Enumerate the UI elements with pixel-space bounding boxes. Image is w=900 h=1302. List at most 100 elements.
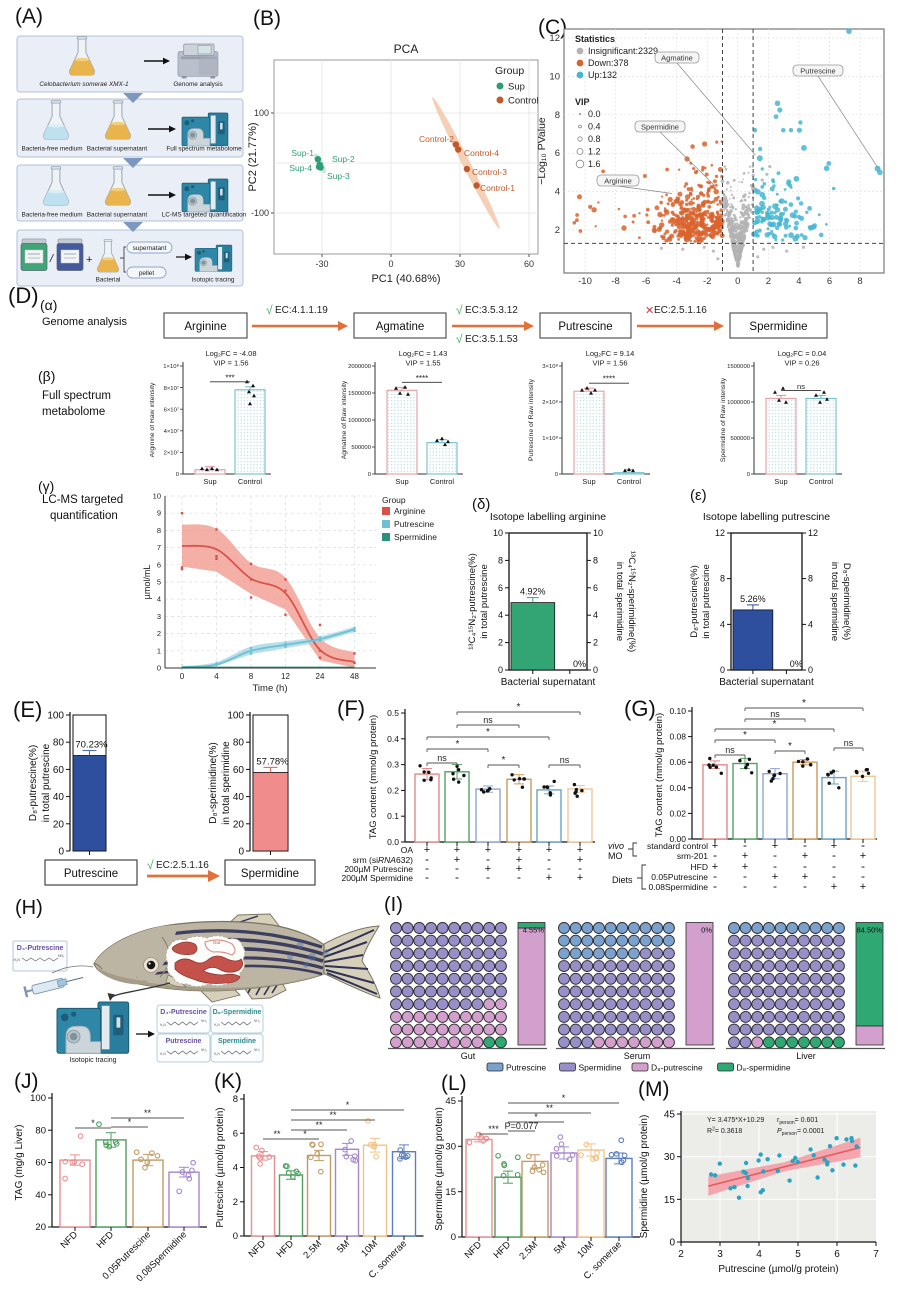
svg-text:Putrescine (µmol/g protein): Putrescine (µmol/g protein)	[718, 1264, 838, 1275]
svg-text:7: 7	[157, 543, 161, 552]
svg-text:6: 6	[827, 276, 832, 287]
svg-text:H₂N: H₂N	[160, 1023, 167, 1027]
svg-text:Isotopic tracing: Isotopic tracing	[69, 1057, 116, 1064]
svg-text:5: 5	[157, 578, 161, 587]
svg-text:**: **	[273, 1129, 281, 1139]
svg-text:NFD: NFD	[463, 1239, 485, 1261]
svg-text:EC:4.1.1.19: EC:4.1.1.19	[275, 305, 328, 316]
svg-text:-: -	[803, 879, 807, 893]
svg-text:0.5: 0.5	[387, 708, 399, 718]
svg-text:Isotope labelling putrescine: Isotope labelling putrescine	[703, 511, 830, 523]
svg-text:NFD: NFD	[59, 1229, 81, 1251]
svg-text:8×10⁷: 8×10⁷	[164, 385, 179, 392]
svg-text:Log₂FC = -4.08: Log₂FC = -4.08	[205, 349, 256, 358]
svg-text:Arginine: Arginine	[604, 177, 632, 186]
svg-text:40: 40	[233, 792, 245, 803]
svg-text:LC-MS targeted quantification: LC-MS targeted quantification	[162, 212, 247, 219]
svg-text:2: 2	[678, 1249, 684, 1260]
svg-text:HFD: HFD	[691, 862, 708, 872]
svg-text:PC1 (40.68%): PC1 (40.68%)	[371, 273, 440, 285]
svg-text:0: 0	[747, 472, 751, 478]
svg-text:Spermidine of Raw intensity: Spermidine of Raw intensity	[720, 377, 727, 462]
svg-text:Serum: Serum	[624, 1051, 651, 1061]
svg-text:EC:3.5.3.12: EC:3.5.3.12	[465, 305, 518, 316]
svg-text:0.00: 0.00	[669, 834, 686, 844]
svg-text:200µM Spermidine: 200µM Spermidine	[341, 873, 413, 883]
svg-text:-: -	[455, 861, 459, 875]
svg-text:Spermidine (µmol/g protein): Spermidine (µmol/g protein)	[639, 1115, 650, 1239]
svg-text:Sup: Sup	[582, 477, 595, 486]
svg-text:EC:3.5.1.53: EC:3.5.1.53	[465, 334, 518, 345]
svg-text:rperson= 0.601: rperson= 0.601	[777, 1117, 818, 1126]
svg-text:0%: 0%	[790, 659, 803, 669]
svg-text:0.08Spermidine: 0.08Spermidine	[648, 882, 708, 892]
svg-text:Spermidine: Spermidine	[579, 1063, 622, 1073]
svg-text:4: 4	[756, 1249, 762, 1260]
svg-text:-: -	[861, 838, 865, 852]
svg-text:HFD: HFD	[275, 1238, 297, 1260]
svg-text:Log₂FC = 9.14: Log₂FC = 9.14	[586, 349, 635, 358]
svg-text:Spermidine (µmol/g protein): Spermidine (µmol/g protein)	[435, 1107, 445, 1231]
svg-text:TAG (mg/g Liver): TAG (mg/g Liver)	[14, 1125, 25, 1201]
svg-text:standard control: standard control	[647, 841, 708, 851]
svg-text:D₈-putrescine(%): D₈-putrescine(%)	[689, 565, 700, 638]
svg-text:100: 100	[254, 108, 269, 118]
svg-text:0: 0	[180, 672, 185, 681]
svg-text:60: 60	[35, 1158, 46, 1169]
svg-text:0: 0	[735, 276, 740, 287]
svg-text:500000: 500000	[730, 436, 750, 442]
svg-text:2: 2	[498, 638, 503, 648]
svg-text:*: *	[788, 741, 792, 752]
svg-text:D₈-sperimidine(%): D₈-sperimidine(%)	[841, 563, 852, 640]
svg-text:20: 20	[35, 1222, 46, 1233]
svg-text:in total putrescine: in total putrescine	[701, 564, 712, 638]
svg-text:Putrescine: Putrescine	[558, 321, 612, 333]
svg-text:-: -	[773, 859, 777, 873]
svg-text:OA: OA	[401, 845, 414, 855]
svg-text:60: 60	[53, 765, 65, 776]
svg-text:-: -	[486, 870, 490, 884]
svg-text:**: **	[546, 1103, 554, 1113]
svg-text:0%: 0%	[701, 926, 712, 935]
svg-text:Spermidine: Spermidine	[749, 321, 807, 333]
svg-text:2×10⁸: 2×10⁸	[542, 399, 558, 406]
svg-text:-6: -6	[642, 276, 650, 287]
svg-text:✕: ✕	[645, 305, 654, 317]
svg-text:Putrescine of Raw intensity: Putrescine of Raw intensity	[528, 378, 535, 461]
svg-text:6: 6	[498, 583, 503, 593]
svg-text:EC:2.5.1.16: EC:2.5.1.16	[654, 305, 707, 316]
svg-text:80: 80	[35, 1126, 46, 1137]
svg-text:6: 6	[593, 583, 598, 593]
svg-text:4: 4	[233, 1163, 238, 1174]
svg-text:Control: Control	[238, 477, 263, 486]
svg-text:Celobacterium somerae XMX-1: Celobacterium somerae XMX-1	[39, 81, 129, 88]
svg-text:√: √	[456, 303, 463, 317]
svg-text:-: -	[832, 848, 836, 862]
svg-text:Pperson= 0.0001: Pperson= 0.0001	[777, 1128, 825, 1137]
svg-text:+: +	[485, 863, 491, 875]
svg-text:0.0: 0.0	[588, 109, 601, 119]
svg-text:+: +	[577, 872, 583, 884]
svg-text:-100: -100	[251, 208, 269, 218]
svg-text:Sup: Sup	[508, 82, 525, 93]
svg-text:Statistics: Statistics	[575, 34, 615, 44]
svg-text:2: 2	[157, 629, 161, 638]
svg-text:+: +	[860, 850, 866, 862]
svg-text:PCA: PCA	[394, 42, 419, 56]
svg-text:1500000: 1500000	[727, 364, 751, 370]
svg-text:*: *	[562, 1093, 566, 1103]
svg-text:Bacterial supernatant: Bacterial supernatant	[501, 677, 596, 688]
svg-text:-: -	[713, 879, 717, 893]
svg-text:Bacteria-free medium: Bacteria-free medium	[21, 146, 82, 153]
svg-text:HFD: HFD	[492, 1239, 514, 1261]
svg-text:0: 0	[176, 472, 180, 478]
svg-text:NH₂: NH₂	[201, 1048, 208, 1052]
svg-text:6: 6	[555, 148, 560, 159]
svg-text:8: 8	[233, 1094, 238, 1105]
svg-text:100: 100	[30, 1093, 46, 1104]
svg-text:Full spectrum metabolome: Full spectrum metabolome	[166, 146, 242, 153]
svg-text:***: ***	[488, 1124, 499, 1134]
svg-text:12: 12	[281, 672, 290, 681]
svg-text:ns: ns	[770, 709, 780, 719]
svg-text:0: 0	[368, 472, 372, 478]
